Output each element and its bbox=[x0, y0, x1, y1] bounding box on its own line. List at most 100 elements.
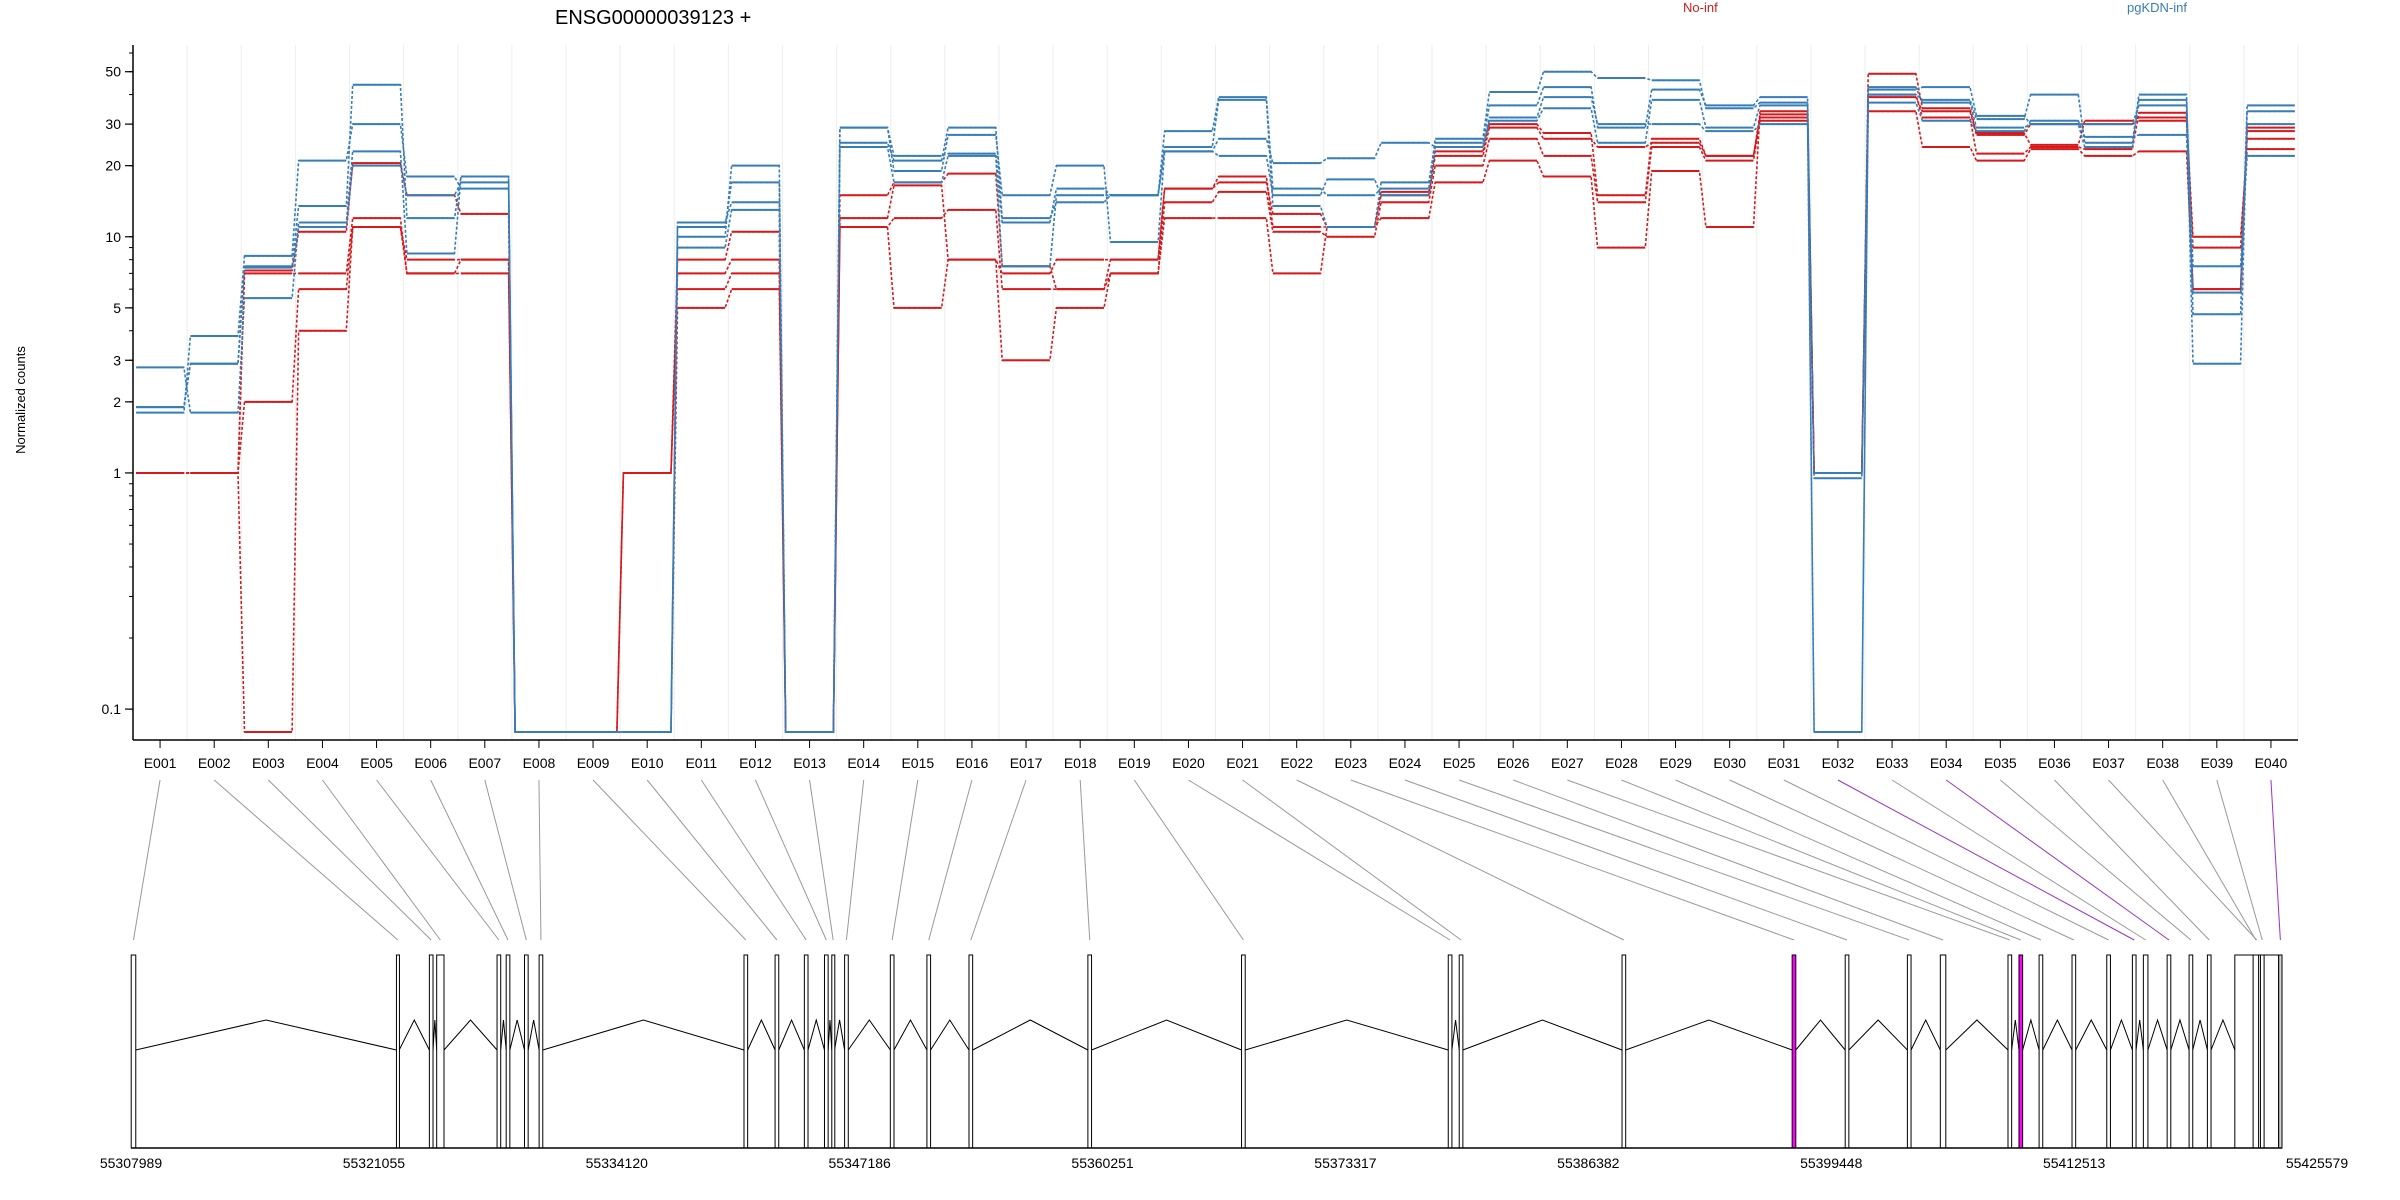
exon-connector bbox=[213, 779, 399, 941]
exon-box bbox=[2188, 954, 2194, 1149]
intron-line bbox=[834, 1019, 846, 1051]
x-tick-label: E001 bbox=[144, 755, 177, 771]
x-tick-label: E038 bbox=[2146, 755, 2179, 771]
genomic-tick-label: 55425579 bbox=[2286, 1155, 2349, 1171]
exon-box bbox=[803, 954, 809, 1149]
y-tick-label: 0.1 bbox=[102, 701, 122, 717]
exon-box bbox=[1087, 954, 1093, 1149]
x-tick-label: E018 bbox=[1064, 755, 1097, 771]
exon-connector bbox=[1837, 779, 2135, 941]
x-tick-label: E029 bbox=[1659, 755, 1692, 771]
intron-line bbox=[807, 1018, 825, 1051]
exon-box bbox=[831, 954, 836, 1149]
exon-box bbox=[823, 954, 829, 1149]
x-tick-label: E039 bbox=[2200, 755, 2233, 771]
x-tick-label: E011 bbox=[685, 755, 717, 771]
exon-connector bbox=[2216, 779, 2263, 941]
exon-connector bbox=[1404, 779, 1848, 941]
intron-line bbox=[972, 1019, 1089, 1051]
genomic-tick-label: 55347186 bbox=[829, 1155, 892, 1171]
exon-connector bbox=[484, 779, 527, 941]
exon-box bbox=[2038, 954, 2044, 1149]
intron-line bbox=[432, 1019, 438, 1051]
y-tick-label: 20 bbox=[105, 158, 121, 174]
x-tick-label: E012 bbox=[739, 755, 772, 771]
x-tick-label: E031 bbox=[1767, 755, 1800, 771]
exon-box bbox=[1939, 954, 1947, 1149]
exon-connector bbox=[700, 779, 807, 941]
chart-title: ENSG00000039123 + bbox=[555, 7, 751, 29]
genomic-tick-label: 55373317 bbox=[1314, 1155, 1377, 1171]
series-line bbox=[136, 73, 2295, 733]
series-line bbox=[136, 96, 2295, 733]
intron-line bbox=[1848, 1019, 1908, 1051]
intron-line bbox=[747, 1018, 776, 1051]
exon-box bbox=[428, 954, 434, 1149]
x-tick-label: E002 bbox=[198, 755, 231, 771]
y-tick-label: 3 bbox=[113, 352, 121, 368]
intron-line bbox=[1451, 1019, 1460, 1051]
exon-connector bbox=[928, 779, 973, 941]
x-tick-label: E033 bbox=[1876, 755, 1909, 771]
exon-connector bbox=[322, 779, 441, 941]
x-tick-label: E025 bbox=[1443, 755, 1476, 771]
exon-box bbox=[505, 954, 511, 1149]
exon-connector bbox=[1350, 779, 1795, 941]
intron-line bbox=[509, 1019, 525, 1051]
intron-line bbox=[1625, 1019, 1793, 1051]
exon-connector bbox=[845, 779, 865, 941]
exon-connector bbox=[1513, 779, 1944, 941]
x-tick-label: E004 bbox=[306, 755, 339, 771]
x-tick-label: E022 bbox=[1280, 755, 1313, 771]
y-tick-label: 1 bbox=[113, 465, 121, 481]
highlighted-exon bbox=[2018, 954, 2024, 1149]
y-tick-label: 2 bbox=[113, 394, 121, 410]
intron-line bbox=[2042, 1018, 2073, 1051]
x-tick-label: E023 bbox=[1334, 755, 1367, 771]
x-tick-label: E016 bbox=[956, 755, 989, 771]
exon-connector bbox=[376, 779, 500, 941]
x-tick-label: E003 bbox=[252, 755, 285, 771]
x-tick-label: E017 bbox=[1010, 755, 1043, 771]
exon-box bbox=[130, 954, 137, 1149]
genomic-tick-label: 55307989 bbox=[100, 1155, 163, 1171]
exon-box bbox=[889, 954, 895, 1149]
exon-connector bbox=[267, 779, 432, 941]
x-tick-label: E027 bbox=[1551, 755, 1584, 771]
exon-connector bbox=[2108, 779, 2258, 941]
x-tick-label: E021 bbox=[1226, 755, 1259, 771]
intron-line bbox=[2011, 1019, 2020, 1051]
exon-connector bbox=[1999, 779, 2192, 941]
intron-line bbox=[2170, 1018, 2190, 1051]
intron-line bbox=[893, 1018, 928, 1051]
exon-connector bbox=[1891, 779, 2146, 941]
exon-box bbox=[2071, 954, 2077, 1149]
exon-connector bbox=[891, 779, 919, 941]
exon-box bbox=[436, 954, 445, 1149]
exon-connector bbox=[1675, 779, 2042, 941]
exon-connector bbox=[809, 779, 834, 941]
exon-connector bbox=[1133, 779, 1244, 941]
x-tick-label: E040 bbox=[2255, 755, 2288, 771]
intron-line bbox=[2075, 1018, 2108, 1051]
exon-connector bbox=[1567, 779, 2010, 941]
exon-connector bbox=[538, 779, 542, 941]
exon-connector bbox=[1458, 779, 1910, 941]
genomic-tick-label: 55321055 bbox=[343, 1155, 406, 1171]
utr-region bbox=[2278, 954, 2283, 1149]
intron-line bbox=[1245, 1019, 1449, 1051]
x-tick-label: E008 bbox=[523, 755, 556, 771]
exon-box bbox=[2007, 954, 2013, 1149]
exon-box bbox=[774, 954, 780, 1149]
x-tick-label: E024 bbox=[1389, 755, 1422, 771]
intron-line bbox=[1945, 1019, 2009, 1051]
x-tick-label: E030 bbox=[1713, 755, 1746, 771]
exon-connector bbox=[2054, 779, 2210, 941]
plot-area: 0.1 1 2 3 5 10 20 30 50 E001 E002 E003 E004 E005 E006 E… bbox=[102, 45, 2299, 771]
exon-connector bbox=[592, 779, 747, 941]
intron-line bbox=[398, 1018, 430, 1051]
exon-box bbox=[496, 954, 502, 1149]
x-tick-label: E026 bbox=[1497, 755, 1530, 771]
x-tick-label: E005 bbox=[360, 755, 393, 771]
